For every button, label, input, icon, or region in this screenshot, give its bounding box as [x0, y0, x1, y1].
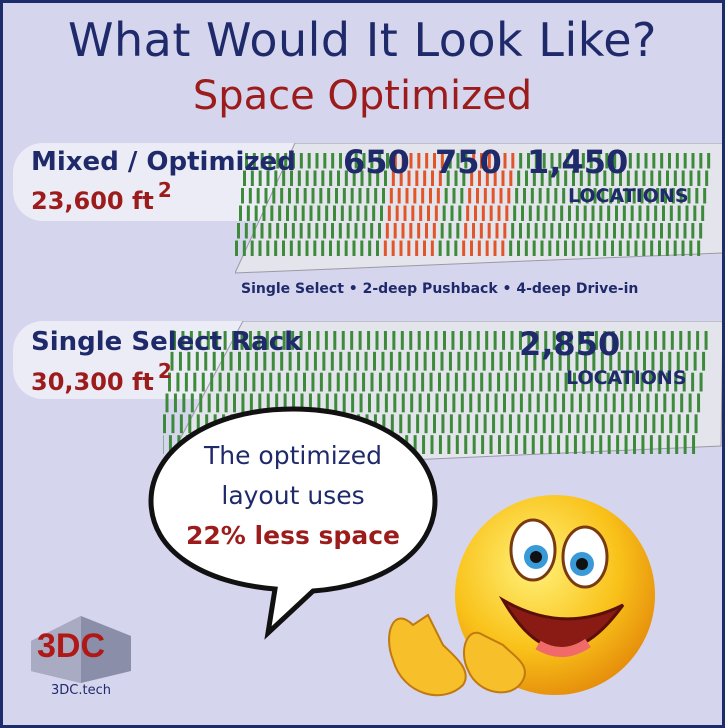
- mixed-label: Mixed / Optimized: [31, 147, 296, 177]
- mixed-count-drive-in: 1,450: [527, 143, 629, 181]
- mixed-area: 23,600 ft 2: [31, 178, 172, 215]
- logo-url: 3DC.tech: [51, 683, 111, 698]
- mixed-rack-layout: [235, 143, 722, 274]
- single-label: Single Select Rack: [31, 327, 302, 357]
- mixed-count-pushback: 750: [435, 143, 502, 181]
- single-locations-label: LOCATIONS: [566, 367, 687, 389]
- bubble-line-3: 22% less space: [186, 521, 400, 550]
- rack-type-legend: Single Select • 2-deep Pushback • 4-deep…: [241, 281, 639, 297]
- smiling-face-icon: [388, 495, 655, 697]
- mixed-area-exponent: 2: [157, 178, 172, 202]
- speech-bubble: [148, 406, 438, 640]
- bubble-line-2: layout uses: [221, 481, 365, 510]
- 3dc-logo: [31, 616, 131, 683]
- logo-mark: 3DC: [37, 627, 106, 665]
- mixed-area-value: 23,600 ft: [31, 187, 154, 215]
- single-area-exponent: 2: [157, 359, 172, 383]
- single-count: 2,850: [519, 325, 621, 363]
- single-area-value: 30,300 ft: [31, 368, 154, 396]
- page-title: What Would It Look Like?: [68, 13, 657, 67]
- mixed-count-single-select: 650: [343, 143, 410, 181]
- bubble-line-1: The optimized: [203, 441, 383, 470]
- page-subtitle: Space Optimized: [192, 73, 533, 119]
- single-area: 30,300 ft 2: [31, 359, 172, 396]
- mixed-locations-label: LOCATIONS: [568, 185, 689, 207]
